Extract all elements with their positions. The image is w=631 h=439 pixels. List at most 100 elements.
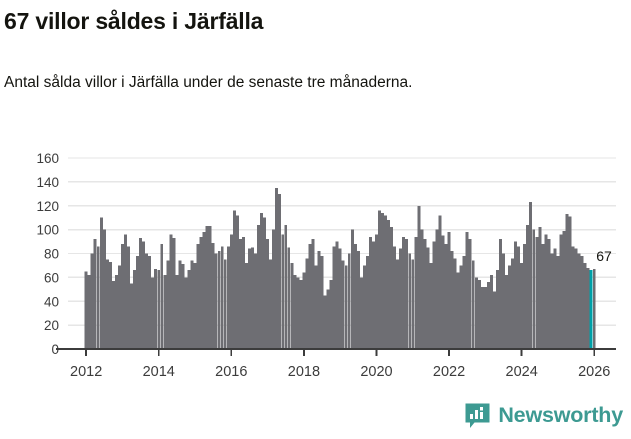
- bar[interactable]: [368, 236, 372, 349]
- bar[interactable]: [444, 243, 448, 349]
- bar[interactable]: [169, 234, 173, 349]
- bar[interactable]: [387, 220, 391, 349]
- bar[interactable]: [468, 239, 472, 349]
- bar[interactable]: [302, 272, 306, 349]
- bar[interactable]: [474, 277, 478, 350]
- bar-highlighted[interactable]: [589, 270, 593, 349]
- bar[interactable]: [326, 289, 330, 349]
- bar[interactable]: [163, 274, 167, 349]
- bar[interactable]: [526, 224, 530, 349]
- bar[interactable]: [523, 243, 527, 349]
- bar[interactable]: [90, 253, 94, 350]
- bar[interactable]: [175, 274, 179, 349]
- bar[interactable]: [99, 217, 103, 349]
- bar[interactable]: [178, 260, 182, 349]
- bar[interactable]: [172, 237, 176, 349]
- bar[interactable]: [220, 246, 224, 349]
- bar[interactable]: [139, 237, 143, 349]
- bar[interactable]: [571, 246, 575, 349]
- bar[interactable]: [411, 259, 415, 349]
- bar[interactable]: [565, 214, 569, 349]
- bar[interactable]: [187, 270, 191, 349]
- bar[interactable]: [160, 243, 164, 349]
- bar[interactable]: [502, 253, 505, 350]
- bar[interactable]: [284, 224, 288, 349]
- bar[interactable]: [196, 243, 200, 349]
- bar[interactable]: [308, 243, 312, 349]
- bar[interactable]: [311, 239, 315, 349]
- bar[interactable]: [556, 255, 560, 349]
- bar[interactable]: [299, 279, 303, 349]
- bar[interactable]: [154, 269, 158, 349]
- bar[interactable]: [435, 229, 439, 350]
- bar[interactable]: [508, 265, 512, 349]
- bar[interactable]: [480, 286, 484, 349]
- bar[interactable]: [341, 260, 345, 349]
- bar[interactable]: [214, 253, 218, 350]
- bar[interactable]: [580, 255, 584, 349]
- bar[interactable]: [335, 241, 339, 349]
- bar[interactable]: [151, 277, 155, 350]
- bar[interactable]: [486, 282, 490, 349]
- bar[interactable]: [120, 243, 124, 349]
- bar[interactable]: [338, 248, 342, 349]
- bar[interactable]: [223, 259, 227, 349]
- bar[interactable]: [426, 247, 430, 349]
- bar[interactable]: [553, 248, 557, 349]
- bar[interactable]: [329, 279, 333, 349]
- bar[interactable]: [247, 248, 251, 349]
- bar[interactable]: [471, 260, 475, 349]
- bar[interactable]: [393, 246, 397, 349]
- bar[interactable]: [450, 251, 454, 349]
- bar[interactable]: [381, 212, 385, 349]
- bar[interactable]: [272, 229, 276, 350]
- bar[interactable]: [544, 234, 548, 349]
- bar[interactable]: [359, 277, 363, 350]
- bar[interactable]: [142, 241, 146, 349]
- bar[interactable]: [396, 259, 400, 349]
- bar[interactable]: [462, 255, 466, 349]
- bar[interactable]: [517, 246, 521, 349]
- bar[interactable]: [447, 232, 451, 349]
- bar[interactable]: [532, 229, 536, 350]
- bar[interactable]: [166, 260, 170, 349]
- bar[interactable]: [438, 215, 442, 349]
- bar[interactable]: [520, 263, 524, 349]
- bar[interactable]: [287, 247, 291, 349]
- bar[interactable]: [405, 239, 409, 349]
- bar[interactable]: [402, 236, 406, 349]
- bar[interactable]: [495, 270, 499, 349]
- bar[interactable]: [583, 263, 587, 349]
- bar[interactable]: [371, 241, 375, 349]
- bar[interactable]: [136, 255, 140, 349]
- bar[interactable]: [592, 269, 596, 349]
- newsworthy-logo[interactable]: Newsworthy: [465, 401, 623, 431]
- bar[interactable]: [538, 227, 542, 349]
- bar[interactable]: [229, 234, 233, 349]
- bar[interactable]: [260, 212, 264, 349]
- bar[interactable]: [148, 255, 152, 349]
- bar[interactable]: [111, 280, 115, 349]
- bar[interactable]: [541, 243, 545, 349]
- bar[interactable]: [499, 239, 502, 349]
- bar[interactable]: [117, 265, 121, 349]
- bar[interactable]: [193, 263, 197, 349]
- bar[interactable]: [562, 230, 566, 349]
- bar[interactable]: [441, 235, 445, 349]
- bar[interactable]: [278, 193, 282, 349]
- bar[interactable]: [181, 264, 185, 349]
- bar[interactable]: [296, 277, 300, 350]
- bar[interactable]: [205, 226, 209, 349]
- bar[interactable]: [108, 261, 112, 349]
- bar[interactable]: [87, 274, 91, 349]
- bar[interactable]: [199, 236, 203, 349]
- bar[interactable]: [114, 274, 118, 349]
- bar[interactable]: [399, 248, 403, 349]
- bar[interactable]: [250, 247, 254, 349]
- bar[interactable]: [550, 253, 554, 350]
- bar[interactable]: [547, 239, 551, 349]
- bar[interactable]: [489, 274, 493, 349]
- bar[interactable]: [127, 246, 130, 349]
- bar[interactable]: [102, 229, 106, 350]
- bar[interactable]: [317, 251, 321, 349]
